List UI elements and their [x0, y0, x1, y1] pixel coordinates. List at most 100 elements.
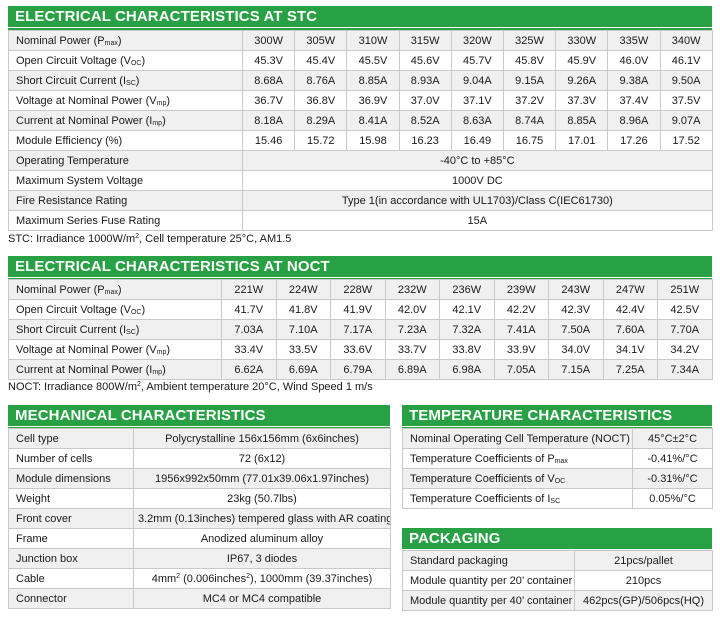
mechanical-row: Number of cells 72 (6x12) — [8, 448, 391, 469]
stc-cell: 305W — [294, 30, 348, 51]
stc-row: Voltage at Nominal Power (Vmp) 36.7V 36.8V… — [8, 90, 713, 111]
mechanical-row: Cable 4mm2 (0.006inches2), 1000mm (39.37i… — [8, 568, 391, 589]
stc-header: ELECTRICAL CHARACTERISTICS AT STC — [8, 6, 712, 30]
noct-row-label: Short Circuit Current (ISC) — [8, 319, 222, 340]
stc-cell: 8.52A — [398, 110, 452, 131]
noct-cell: 34.0V — [548, 339, 604, 360]
noct-cell: 6.69A — [275, 359, 331, 380]
packaging-row: Module quantity per 20’ container 210pcs — [402, 570, 713, 591]
noct-cell: 41.9V — [330, 299, 386, 320]
noct-row-label: Current at Nominal Power (Imp) — [8, 359, 222, 380]
stc-cell: 36.7V — [241, 90, 296, 111]
mechanical-header: MECHANICAL CHARACTERISTICS — [8, 405, 390, 429]
stc-row: Maximum System Voltage 1000V DC — [8, 170, 713, 191]
noct-row: Voltage at Nominal Power (Vmp) 33.4V 33.5V… — [8, 339, 713, 360]
stc-row-label: Operating Temperature — [8, 150, 243, 171]
stc-cell: 37.0V — [398, 90, 452, 111]
stc-cell: 45.7V — [450, 50, 504, 71]
noct-cell: 7.17A — [330, 319, 386, 340]
stc-cell: 16.75 — [502, 130, 557, 151]
stc-cell: 8.74A — [502, 110, 557, 131]
stc-cell: 8.96A — [607, 110, 661, 131]
stc-cell: 325W — [502, 30, 557, 51]
stc-row: Module Efficiency (%) 15.46 15.72 15.98 16.2… — [8, 130, 713, 151]
noct-cell: 42.5V — [657, 299, 713, 320]
stc-row: Open Circuit Voltage (VOC) 45.3V 45.4V 45.5… — [8, 50, 713, 71]
stc-row: Nominal Power (Pmax) 300W 305W 310W 315W 320W… — [8, 30, 713, 51]
noct-cell: 33.6V — [330, 339, 386, 360]
mechanical-row-value: 4mm2 (0.006inches2), 1000mm (39.37inches… — [133, 568, 391, 589]
noct-cell: 42.1V — [439, 299, 495, 320]
stc-row-label: Fire Resistance Rating — [8, 190, 243, 211]
noct-cell: 228W — [330, 279, 386, 300]
noct-row: Nominal Power (Pmax) 221W 224W 228W 232W 236W… — [8, 279, 713, 300]
stc-span-value: Type 1(in accordance with UL1703)/Class … — [242, 190, 713, 211]
mechanical-row-value: 3.2mm (0.13inches) tempered glass with A… — [133, 508, 391, 529]
stc-cell: 310W — [346, 30, 400, 51]
temperature-row-label: Temperature Coefficients of Pmax — [402, 448, 633, 469]
stc-cell: 9.04A — [450, 70, 504, 91]
stc-cell: 15.72 — [294, 130, 348, 151]
stc-row: Short Circuit Current (ISC) 8.68A 8.76A 8.8… — [8, 70, 713, 91]
stc-cell: 8.68A — [241, 70, 296, 91]
stc-cell: 335W — [607, 30, 661, 51]
stc-cell: 340W — [659, 30, 713, 51]
noct-cell: 7.60A — [602, 319, 658, 340]
noct-table: Nominal Power (Pmax) 221W 224W 228W 232W 236W… — [8, 279, 713, 380]
stc-cell: 16.23 — [398, 130, 452, 151]
temperature-row-label: Nominal Operating Cell Temperature (NOCT… — [402, 428, 633, 449]
mechanical-row-label: Module dimensions — [8, 468, 134, 489]
stc-cell: 15.98 — [346, 130, 400, 151]
noct-cell: 42.3V — [548, 299, 604, 320]
stc-cell: 45.3V — [241, 50, 296, 71]
stc-note: STC: Irradiance 1000W/m2, Cell temperatu… — [8, 233, 292, 245]
stc-cell: 8.41A — [346, 110, 400, 131]
mechanical-row-label: Cell type — [8, 428, 134, 449]
stc-row-label: Current at Nominal Power (Imp) — [8, 110, 243, 131]
temperature-row-value: -0.41%/°C — [632, 448, 713, 469]
stc-cell: 45.8V — [502, 50, 557, 71]
noct-cell: 232W — [384, 279, 440, 300]
noct-cell: 6.89A — [384, 359, 440, 380]
mechanical-row-value: Anodized aluminum alloy — [133, 528, 391, 549]
noct-cell: 42.0V — [384, 299, 440, 320]
mechanical-title: MECHANICAL CHARACTERISTICS — [15, 407, 266, 424]
mechanical-row: Module dimensions 1956x992x50mm (77.01x39… — [8, 468, 391, 489]
mechanical-row: Junction box IP67, 3 diodes — [8, 548, 391, 569]
stc-cell: 9.38A — [607, 70, 661, 91]
stc-cell: 8.29A — [294, 110, 348, 131]
mechanical-row-label: Weight — [8, 488, 134, 509]
stc-table: Nominal Power (Pmax) 300W 305W 310W 315W 320W… — [8, 30, 713, 231]
stc-cell: 16.49 — [450, 130, 504, 151]
temperature-row-value: 45°C±2°C — [632, 428, 713, 449]
stc-span-value: 1000V DC — [242, 170, 713, 191]
temperature-row: Temperature Coefficients of Pmax -0.41%/°… — [402, 448, 713, 469]
stc-cell: 37.5V — [659, 90, 713, 111]
noct-cell: 6.62A — [221, 359, 277, 380]
stc-cell: 17.01 — [555, 130, 609, 151]
noct-cell: 7.34A — [657, 359, 713, 380]
noct-cell: 33.8V — [439, 339, 495, 360]
noct-cell: 34.1V — [602, 339, 658, 360]
noct-cell: 6.79A — [330, 359, 386, 380]
stc-row: Maximum Series Fuse Rating 15A — [8, 210, 713, 231]
packaging-row-value: 462pcs(GP)/506pcs(HQ) — [574, 590, 713, 611]
stc-cell: 37.3V — [555, 90, 609, 111]
stc-cell: 9.26A — [555, 70, 609, 91]
mechanical-row-value: IP67, 3 diodes — [133, 548, 391, 569]
mechanical-table: Cell type Polycrystalline 156x156mm (6x6i… — [8, 428, 391, 609]
stc-title: ELECTRICAL CHARACTERISTICS AT STC — [15, 8, 318, 25]
noct-cell: 7.50A — [548, 319, 604, 340]
noct-cell: 41.8V — [275, 299, 331, 320]
noct-cell: 34.2V — [657, 339, 713, 360]
temperature-row-label: Temperature Coefficients of ISC — [402, 488, 633, 509]
stc-row-label: Open Circuit Voltage (VOC) — [8, 50, 243, 71]
stc-cell: 315W — [398, 30, 452, 51]
stc-cell: 37.2V — [502, 90, 557, 111]
packaging-table: Standard packaging 21pcs/pallet Module qua… — [402, 550, 713, 611]
mechanical-row-value: 1956x992x50mm (77.01x39.06x1.97inches) — [133, 468, 391, 489]
stc-cell: 9.50A — [659, 70, 713, 91]
temperature-row-value: -0.31%/°C — [632, 468, 713, 489]
noct-cell: 7.15A — [548, 359, 604, 380]
noct-row-label: Nominal Power (Pmax) — [8, 279, 222, 300]
